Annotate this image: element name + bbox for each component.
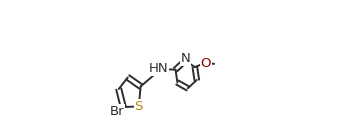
Text: HN: HN xyxy=(148,62,168,75)
Text: O: O xyxy=(200,57,211,70)
Text: S: S xyxy=(134,100,143,113)
Text: N: N xyxy=(180,52,190,65)
Text: Br: Br xyxy=(110,105,124,118)
